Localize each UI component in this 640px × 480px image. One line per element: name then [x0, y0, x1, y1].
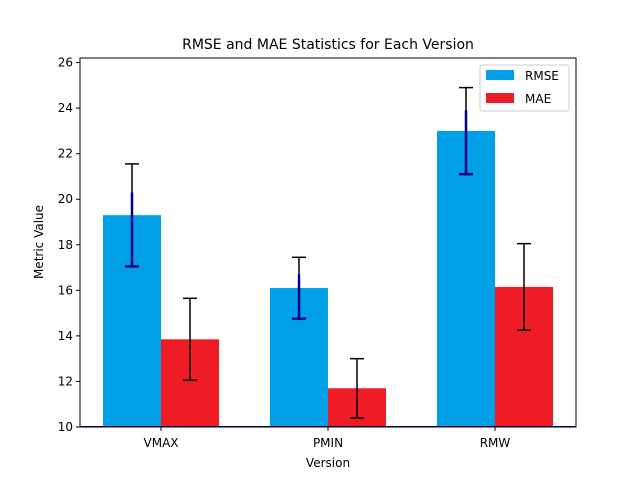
y-tick-label: 26 — [58, 56, 73, 70]
legend-label-rmse: RMSE — [525, 69, 559, 83]
chart-title: RMSE and MAE Statistics for Each Version — [182, 37, 474, 53]
x-tick-label-pmin: PMIN — [313, 436, 343, 450]
y-tick-label: 16 — [58, 283, 73, 297]
x-tick-label-vmax: VMAX — [144, 436, 179, 450]
x-tick-label-rmw: RMW — [480, 436, 511, 450]
errorbars-group — [125, 86, 531, 419]
y-tick-label: 20 — [58, 192, 73, 206]
y-tick-label: 22 — [58, 147, 73, 161]
x-axis-label: Version — [306, 456, 350, 470]
y-tick-label: 10 — [58, 420, 73, 434]
legend: RMSE MAE — [479, 64, 570, 112]
legend-swatch-mae — [486, 93, 514, 103]
y-axis: 10 12 14 16 18 20 22 24 26 — [58, 56, 80, 434]
bar-rmse-rmw — [437, 130, 495, 427]
y-axis-label: Metric Value — [32, 205, 46, 279]
y-tick-label: 14 — [58, 329, 73, 343]
y-tick-label: 12 — [58, 374, 73, 388]
legend-label-mae: MAE — [525, 92, 551, 106]
y-tick-label: 18 — [58, 238, 73, 252]
y-tick-label: 24 — [58, 101, 73, 115]
bars-group — [80, 130, 576, 427]
legend-swatch-rmse — [486, 70, 514, 80]
x-axis: VMAX PMIN RMW — [144, 427, 511, 450]
